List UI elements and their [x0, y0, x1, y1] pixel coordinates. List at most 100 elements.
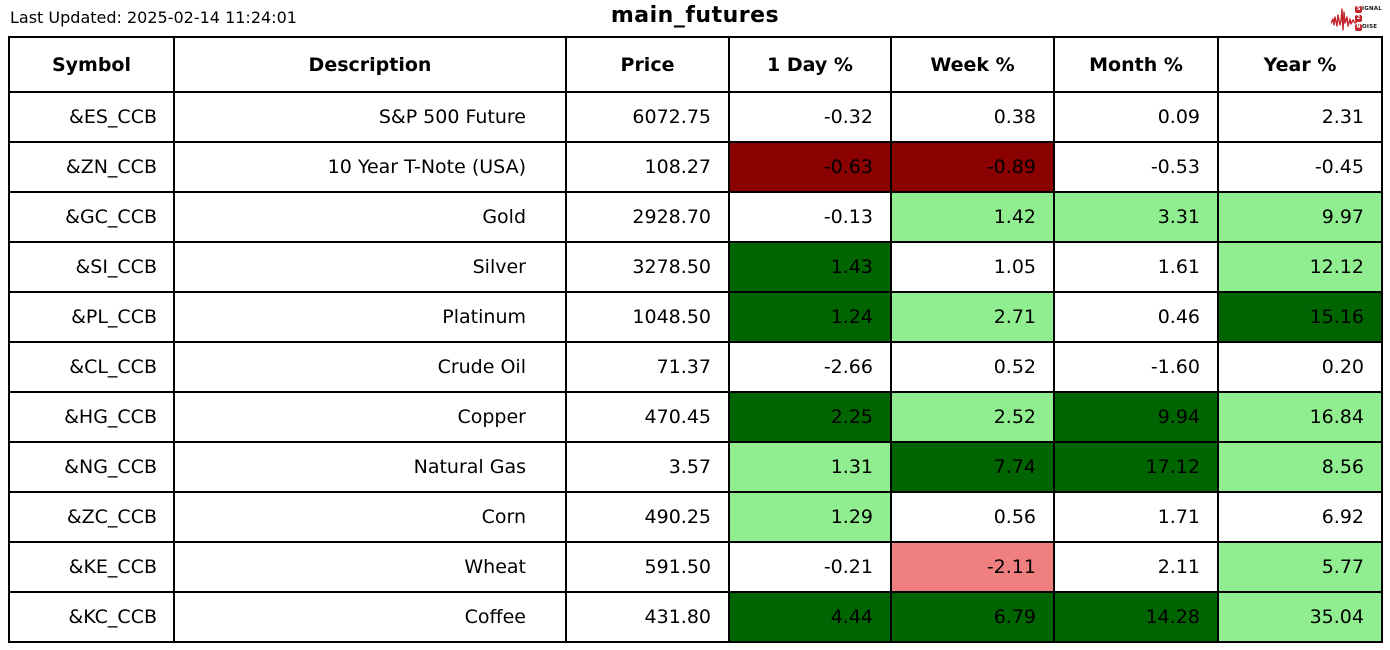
- pct-cell: -2.66: [728, 341, 892, 393]
- last-updated-timestamp: Last Updated: 2025-02-14 11:24:01: [10, 8, 297, 27]
- table-row: &SI_CCB Silver 3278.50 1.43 1.05 1.61 12.12: [8, 241, 1383, 293]
- logo-signal-rest: IGNAL: [1362, 6, 1382, 12]
- pct-cell: -2.11: [890, 541, 1055, 593]
- column-header-month: Month %: [1053, 36, 1219, 93]
- pct-cell: -0.13: [728, 191, 892, 243]
- pct-cell: 0.46: [1053, 291, 1219, 343]
- column-header-year: Year %: [1217, 36, 1383, 93]
- pct-cell: 1.05: [890, 241, 1055, 293]
- price-cell: 490.25: [565, 491, 730, 543]
- pct-cell: 1.43: [728, 241, 892, 293]
- pct-cell: -0.63: [728, 141, 892, 193]
- pct-cell: 2.71: [890, 291, 1055, 343]
- pct-cell: -0.89: [890, 141, 1055, 193]
- pct-cell: 15.16: [1217, 291, 1383, 343]
- pct-cell: -0.53: [1053, 141, 1219, 193]
- pct-cell: 6.92: [1217, 491, 1383, 543]
- header-row: Symbol Description Price 1 Day % Week % Month…: [8, 36, 1383, 93]
- pct-cell: 4.44: [728, 591, 892, 643]
- description-cell: Natural Gas: [173, 441, 567, 493]
- pct-cell: 1.71: [1053, 491, 1219, 543]
- pct-cell: 1.24: [728, 291, 892, 343]
- symbol-cell: &SI_CCB: [8, 241, 175, 293]
- pct-cell: 3.31: [1053, 191, 1219, 243]
- logo-letter-n: N: [1355, 23, 1362, 31]
- pct-cell: 1.61: [1053, 241, 1219, 293]
- pct-cell: -1.60: [1053, 341, 1219, 393]
- pct-cell: 16.84: [1217, 391, 1383, 443]
- symbol-cell: &KE_CCB: [8, 541, 175, 593]
- column-header-symbol: Symbol: [8, 36, 175, 93]
- pct-cell: 0.38: [890, 91, 1055, 143]
- waveform-icon: [1331, 8, 1357, 31]
- pct-cell: -0.32: [728, 91, 892, 143]
- table-row: &ZC_CCB Corn 490.25 1.29 0.56 1.71 6.92: [8, 491, 1383, 543]
- price-cell: 3278.50: [565, 241, 730, 293]
- description-cell: Wheat: [173, 541, 567, 593]
- table-row: &GC_CCB Gold 2928.70 -0.13 1.42 3.31 9.97: [8, 191, 1383, 243]
- description-cell: S&P 500 Future: [173, 91, 567, 143]
- logo-noise-rest: OISE: [1362, 24, 1378, 30]
- symbol-cell: &CL_CCB: [8, 341, 175, 393]
- column-header-description: Description: [173, 36, 567, 93]
- symbol-cell: &KC_CCB: [8, 591, 175, 643]
- pct-cell: 14.28: [1053, 591, 1219, 643]
- pct-cell: 2.31: [1217, 91, 1383, 143]
- pct-cell: 0.56: [890, 491, 1055, 543]
- pct-cell: 1.31: [728, 441, 892, 493]
- description-cell: Copper: [173, 391, 567, 443]
- pct-cell: 0.52: [890, 341, 1055, 393]
- pct-cell: 1.42: [890, 191, 1055, 243]
- symbol-cell: &PL_CCB: [8, 291, 175, 343]
- table-row: &ZN_CCB 10 Year T-Note (USA) 108.27 -0.63 -0…: [8, 141, 1383, 193]
- logo-line-noise: N OISE: [1355, 23, 1383, 31]
- price-cell: 2928.70: [565, 191, 730, 243]
- pct-cell: 6.79: [890, 591, 1055, 643]
- description-cell: Gold: [173, 191, 567, 243]
- pct-cell: 35.04: [1217, 591, 1383, 643]
- column-header-price: Price: [565, 36, 730, 93]
- pct-cell: 9.97: [1217, 191, 1383, 243]
- table-row: &KC_CCB Coffee 431.80 4.44 6.79 14.28 35.04: [8, 591, 1383, 643]
- column-header-week: Week %: [890, 36, 1055, 93]
- symbol-cell: &GC_CCB: [8, 191, 175, 243]
- pct-cell: -0.45: [1217, 141, 1383, 193]
- pct-cell: 2.11: [1053, 541, 1219, 593]
- symbol-cell: &NG_CCB: [8, 441, 175, 493]
- logo-text: S IGNAL 2 N OISE: [1355, 5, 1383, 32]
- table-row: &KE_CCB Wheat 591.50 -0.21 -2.11 2.11 5.77: [8, 541, 1383, 593]
- description-cell: Silver: [173, 241, 567, 293]
- price-cell: 71.37: [565, 341, 730, 393]
- symbol-cell: &ES_CCB: [8, 91, 175, 143]
- symbol-cell: &HG_CCB: [8, 391, 175, 443]
- signal2noise-logo: S IGNAL 2 N OISE: [1331, 3, 1383, 33]
- page-title: main_futures: [610, 3, 780, 28]
- price-cell: 431.80: [565, 591, 730, 643]
- table-row: &CL_CCB Crude Oil 71.37 -2.66 0.52 -1.60 0.20: [8, 341, 1383, 393]
- description-cell: Corn: [173, 491, 567, 543]
- pct-cell: 1.29: [728, 491, 892, 543]
- futures-table: Symbol Description Price 1 Day % Week % Month…: [8, 36, 1383, 643]
- description-cell: Crude Oil: [173, 341, 567, 393]
- description-cell: Coffee: [173, 591, 567, 643]
- price-cell: 591.50: [565, 541, 730, 593]
- price-cell: 6072.75: [565, 91, 730, 143]
- logo-line-two: 2: [1355, 14, 1383, 22]
- logo-letter-2: 2: [1355, 14, 1362, 22]
- pct-cell: 2.52: [890, 391, 1055, 443]
- column-header-1-day: 1 Day %: [728, 36, 892, 93]
- description-cell: Platinum: [173, 291, 567, 343]
- price-cell: 1048.50: [565, 291, 730, 343]
- table-row: &PL_CCB Platinum 1048.50 1.24 2.71 0.46 15.16: [8, 291, 1383, 343]
- pct-cell: -0.21: [728, 541, 892, 593]
- pct-cell: 2.25: [728, 391, 892, 443]
- price-cell: 108.27: [565, 141, 730, 193]
- table-row: &ES_CCB S&P 500 Future 6072.75 -0.32 0.38 0.0…: [8, 91, 1383, 143]
- logo-letter-s: S: [1355, 5, 1362, 13]
- description-cell: 10 Year T-Note (USA): [173, 141, 567, 193]
- price-cell: 470.45: [565, 391, 730, 443]
- pct-cell: 9.94: [1053, 391, 1219, 443]
- pct-cell: 0.20: [1217, 341, 1383, 393]
- price-cell: 3.57: [565, 441, 730, 493]
